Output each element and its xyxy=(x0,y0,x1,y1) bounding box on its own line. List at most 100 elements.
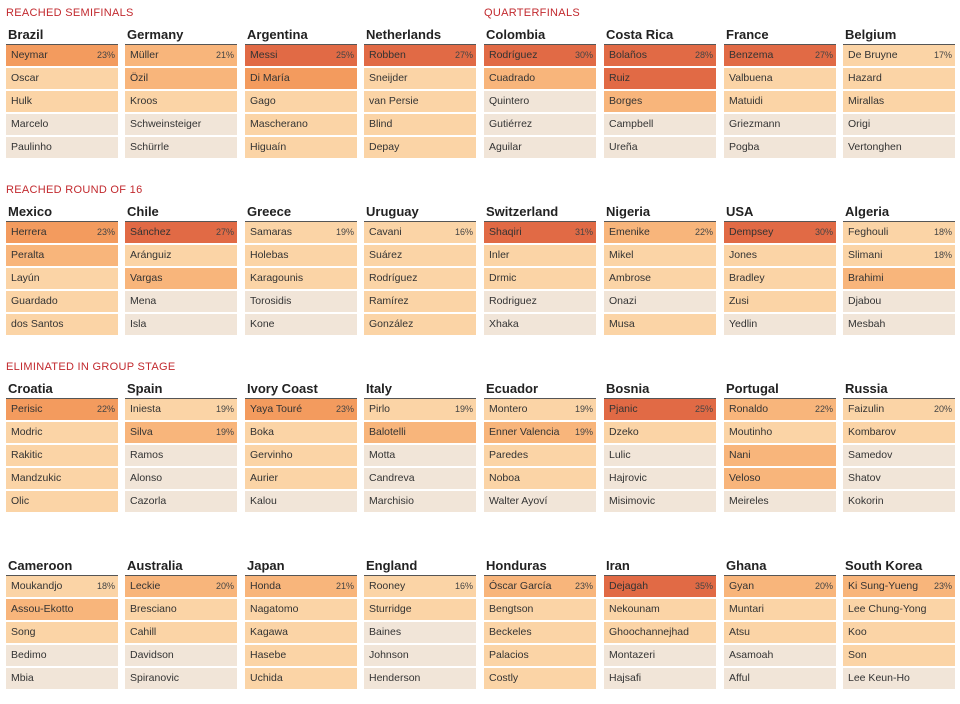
player-name: Origi xyxy=(848,118,871,130)
team-column: Belgium De Bruyne 17% Hazard Mirallas Origi Ve… xyxy=(843,26,955,160)
player-percent: 35% xyxy=(694,581,713,591)
player-cell: Rodriguez xyxy=(484,291,596,312)
section-label: ELIMINATED IN GROUP STAGE xyxy=(6,361,176,373)
player-name: Drmic xyxy=(489,272,517,284)
player-cell: Samedov xyxy=(843,445,955,466)
player-name: Balotelli xyxy=(369,426,406,438)
player-name: De Bruyne xyxy=(848,49,898,61)
player-name: Gyan xyxy=(729,580,755,592)
team-column: Australia Leckie 20% Bresciano Cahill Davidso… xyxy=(125,557,237,691)
player-list: Dempsey 30% Jones Bradley Zusi Yedlin xyxy=(724,221,836,335)
player-name: Pjanic xyxy=(609,403,638,415)
player-name: Torosidis xyxy=(250,295,292,307)
player-name: Mbia xyxy=(11,672,34,684)
player-cell: Suárez xyxy=(364,245,476,266)
player-percent: 19% xyxy=(215,404,234,414)
player-cell: Aguilar xyxy=(484,137,596,158)
player-list: Moukandjo 18% Assou-Ekotto Song Bedimo Mbia xyxy=(6,575,118,689)
player-cell: Ramírez xyxy=(364,291,476,312)
player-cell: González xyxy=(364,314,476,335)
player-percent: 22% xyxy=(96,404,115,414)
player-cell: Ambrose xyxy=(604,268,716,289)
team-name: England xyxy=(366,558,418,573)
player-name: Gervinho xyxy=(250,449,293,461)
player-name: Herrera xyxy=(11,226,47,238)
player-cell: Kalou xyxy=(245,491,357,512)
player-cell: Marcelo xyxy=(6,114,118,135)
team-column: Italy Pirlo 19% Balotelli Motta Candreva March… xyxy=(364,380,476,514)
player-name: Brahimi xyxy=(848,272,884,284)
player-cell: Balotelli xyxy=(364,422,476,443)
player-cell: Musa xyxy=(604,314,716,335)
team-name: Russia xyxy=(845,381,888,396)
player-percent: 16% xyxy=(454,581,473,591)
player-list: Perisic 22% Modric Rakitic Mandzukic Olic xyxy=(6,398,118,512)
team-name: USA xyxy=(726,204,754,219)
player-cell: Noboa xyxy=(484,468,596,489)
player-name: Song xyxy=(11,626,36,638)
player-percent: 30% xyxy=(574,50,593,60)
player-name: Lee Chung-Yong xyxy=(848,603,927,615)
team-column: Chile Sánchez 27% Aránguiz Vargas Mena Isla xyxy=(125,203,237,337)
player-cell: Ramos xyxy=(125,445,237,466)
player-cell: Afful xyxy=(724,668,836,689)
player-cell: Vertonghen xyxy=(843,137,955,158)
player-cell: Boka xyxy=(245,422,357,443)
player-cell: dos Santos xyxy=(6,314,118,335)
player-name: Ronaldo xyxy=(729,403,769,415)
player-name: Valbuena xyxy=(729,72,773,84)
player-name: Mascherano xyxy=(250,118,308,130)
team-column: Portugal Ronaldo 22% Moutinho Nani Veloso Meir… xyxy=(724,380,836,514)
team-name: Germany xyxy=(127,27,184,42)
team-name: Portugal xyxy=(726,381,779,396)
player-cell: Robben 27% xyxy=(364,45,476,66)
player-cell: Pogba xyxy=(724,137,836,158)
player-cell: Song xyxy=(6,622,118,643)
player-name: Hajrovic xyxy=(609,472,647,484)
player-name: Neymar xyxy=(11,49,48,61)
player-list: Neymar 23% Oscar Hulk Marcelo Paulinho xyxy=(6,44,118,158)
player-name: Rakitic xyxy=(11,449,43,461)
player-name: Müller xyxy=(130,49,159,61)
player-name: Ki Sung-Yueng xyxy=(848,580,919,592)
player-cell: Origi xyxy=(843,114,955,135)
player-cell: Sneijder xyxy=(364,68,476,89)
player-cell: Bolaños 28% xyxy=(604,45,716,66)
player-name: Motta xyxy=(369,449,396,461)
team-name: Brazil xyxy=(8,27,44,42)
player-name: Schürrle xyxy=(130,141,170,153)
team-column: Honduras Óscar García 23% Bengtson Beckeles P… xyxy=(484,557,596,691)
player-name: Meireles xyxy=(729,495,769,507)
player-cell: Aurier xyxy=(245,468,357,489)
team-name: Netherlands xyxy=(366,27,442,42)
player-list: Herrera 23% Peralta Layún Guardado dos Santos xyxy=(6,221,118,335)
player-cell: Gutiérrez xyxy=(484,114,596,135)
team-name: Australia xyxy=(127,558,183,573)
player-name: Bengtson xyxy=(489,603,534,615)
player-list: Shaqiri 31% Inler Drmic Rodriguez Xhaka xyxy=(484,221,596,335)
player-cell: Meireles xyxy=(724,491,836,512)
player-cell: Hajrovic xyxy=(604,468,716,489)
player-name: Kagawa xyxy=(250,626,288,638)
player-percent: 28% xyxy=(694,50,713,60)
player-list: Dejagah 35% Nekounam Ghoochannejhad Montazer… xyxy=(604,575,716,689)
player-list: Iniesta 19% Silva 19% Ramos Alonso Cazorla xyxy=(125,398,237,512)
player-name: Pogba xyxy=(729,141,760,153)
player-name: Ghoochannejhad xyxy=(609,626,689,638)
player-list: Rooney 16% Sturridge Baines Johnson Henderson xyxy=(364,575,476,689)
player-cell: Djabou xyxy=(843,291,955,312)
player-name: Modric xyxy=(11,426,43,438)
player-cell: Blind xyxy=(364,114,476,135)
player-cell: Bedimo xyxy=(6,645,118,666)
player-percent: 20% xyxy=(215,581,234,591)
player-name: Bresciano xyxy=(130,603,177,615)
player-cell: Marchisio xyxy=(364,491,476,512)
player-name: Perisic xyxy=(11,403,43,415)
player-name: van Persie xyxy=(369,95,419,107)
player-name: Cahill xyxy=(130,626,157,638)
player-name: Hazard xyxy=(848,72,882,84)
player-cell: Gyan 20% xyxy=(724,576,836,597)
player-cell: Ruiz xyxy=(604,68,716,89)
player-cell: Sturridge xyxy=(364,599,476,620)
player-name: Lulic xyxy=(609,449,631,461)
